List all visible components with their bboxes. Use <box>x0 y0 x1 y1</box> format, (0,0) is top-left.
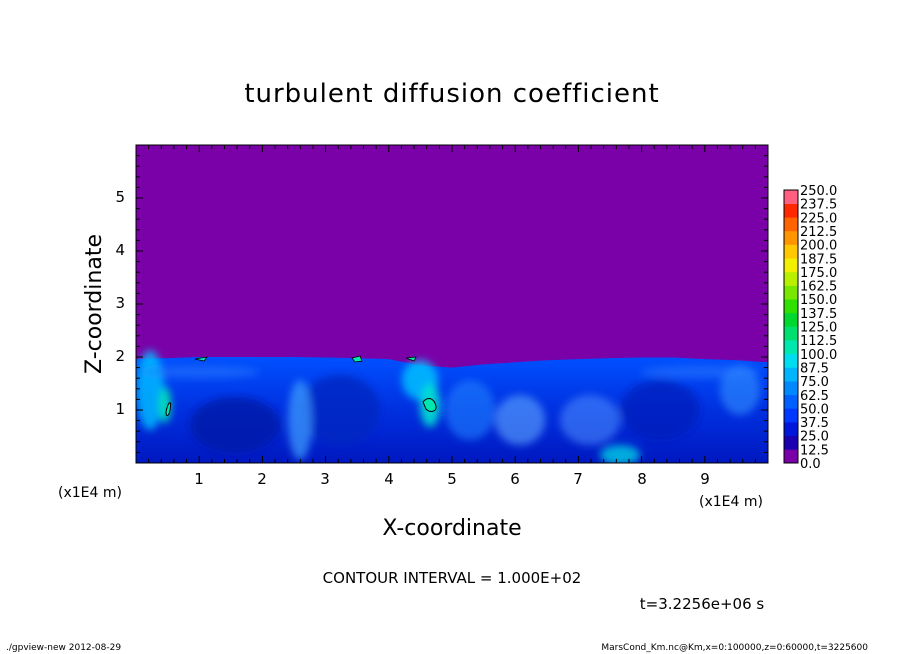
x-tick-label: 2 <box>257 470 267 488</box>
colorbar-label: 37.5 <box>800 416 829 431</box>
colorbar-label: 112.5 <box>800 334 837 349</box>
colorbar-label: 150.0 <box>800 293 837 308</box>
contour-line <box>351 355 363 363</box>
colorbar-label: 25.0 <box>800 430 829 445</box>
colorbar-frame <box>783 189 799 464</box>
footer-left: ./gpview-new 2012-08-29 <box>6 643 122 653</box>
contour-line <box>405 356 417 362</box>
colorbar-label: 75.0 <box>800 375 829 390</box>
colorbar-swatch <box>784 449 798 464</box>
turbulent-eddies <box>136 350 760 463</box>
colorbar-swatch <box>784 217 798 232</box>
contour-interval-note: CONTOUR INTERVAL = 1.000E+02 <box>323 569 582 587</box>
y-tick-label: 2 <box>115 347 125 365</box>
colorbar-swatch <box>784 353 798 368</box>
y-tick-label: 3 <box>115 294 125 312</box>
colorbar-swatch <box>784 367 798 382</box>
colorbar-label: 225.0 <box>800 211 837 226</box>
axis-ticks <box>136 145 768 463</box>
y-tick-label: 5 <box>115 188 125 206</box>
colorbar-label: 137.5 <box>800 307 837 322</box>
colorbar-swatch <box>784 326 798 341</box>
colorbar: 0.012.525.037.550.062.575.087.5100.0112.… <box>783 184 837 472</box>
colorbar-label: 162.5 <box>800 280 837 295</box>
colorbar-label: 0.0 <box>800 457 821 472</box>
colorbar-swatch <box>784 340 798 355</box>
colorbar-label: 87.5 <box>800 361 829 376</box>
contour-line <box>165 402 171 417</box>
colorbar-label: 62.5 <box>800 389 829 404</box>
colorbar-label: 237.5 <box>800 198 837 213</box>
colorbar-label: 100.0 <box>800 348 837 363</box>
colorbar-swatch <box>784 230 798 245</box>
colorbar-swatch <box>784 285 798 300</box>
y-tick-label: 4 <box>115 241 125 259</box>
colorbar-label: 200.0 <box>800 239 837 254</box>
colorbar-label: 12.5 <box>800 443 829 458</box>
contour-line <box>194 356 208 362</box>
colorbar-label: 50.0 <box>800 402 829 417</box>
colorbar-swatch <box>784 312 798 327</box>
y-unit-label: (x1E4 m) <box>58 485 122 501</box>
x-tick-label: 4 <box>384 470 394 488</box>
x-tick-label: 8 <box>637 470 647 488</box>
x-axis-label: X-coordinate <box>382 516 521 541</box>
plot-field <box>136 145 768 463</box>
x-tick-label: 7 <box>573 470 583 488</box>
colorbar-swatch <box>784 381 798 396</box>
colorbar-swatch <box>784 394 798 409</box>
x-tick-label: 9 <box>700 470 710 488</box>
x-tick-label: 1 <box>194 470 204 488</box>
y-axis-label: Z-coordinate <box>82 234 107 374</box>
colorbar-label: 250.0 <box>800 184 837 199</box>
colorbar-label: 175.0 <box>800 266 837 281</box>
colorbar-swatch <box>784 244 798 259</box>
colorbar-swatch <box>784 190 798 204</box>
colorbar-swatch <box>784 203 798 218</box>
colorbar-label: 125.0 <box>800 321 837 336</box>
time-label: t=3.2256e+06 s <box>640 595 765 613</box>
colorbar-swatch <box>784 299 798 314</box>
colorbar-swatch <box>784 435 798 450</box>
y-tick-label: 1 <box>115 400 125 418</box>
x-tick-label: 6 <box>510 470 520 488</box>
colorbar-swatch <box>784 408 798 423</box>
colorbar-label: 212.5 <box>800 225 837 240</box>
footer-right: MarsCond_Km.nc@Km,x=0:100000,z=0:60000,t… <box>601 643 868 653</box>
x-tick-label: 3 <box>320 470 330 488</box>
colorbar-label: 187.5 <box>800 252 837 267</box>
colorbar-swatch <box>784 258 798 273</box>
x-unit-label: (x1E4 m) <box>699 494 763 510</box>
colorbar-swatch <box>784 422 798 436</box>
colorbar-swatch <box>784 271 798 286</box>
x-tick-label: 5 <box>447 470 457 488</box>
contour-line <box>422 398 437 412</box>
chart-title: turbulent diffusion coefficient <box>244 79 659 109</box>
